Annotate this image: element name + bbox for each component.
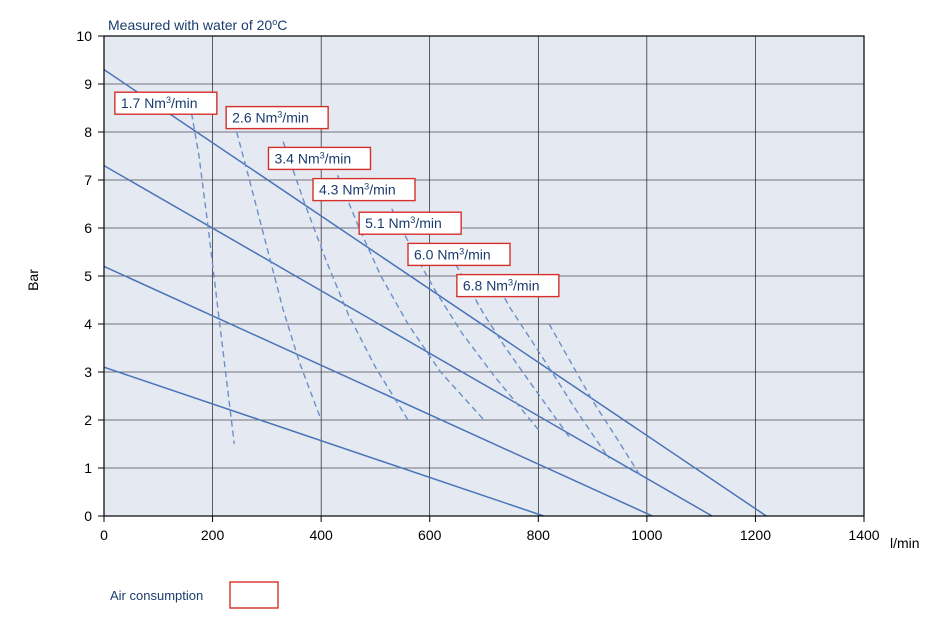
y-tick-label: 5 — [84, 268, 92, 284]
x-tick-label: 1400 — [848, 527, 879, 543]
x-tick-label: 200 — [201, 527, 225, 543]
y-tick-label: 6 — [84, 220, 92, 236]
chart-svg: 0 1 2 3 4 5 6 7 8 9 10 0 200 400 600 800 1000 1200 1400 l/m… — [0, 0, 940, 630]
y-tick-label: 0 — [84, 508, 92, 524]
y-tick-label: 10 — [76, 28, 92, 44]
legend-swatch — [230, 582, 278, 608]
y-tick-label: 7 — [84, 172, 92, 188]
chart-title: Measured with water of 20oC — [108, 17, 287, 33]
x-unit-label: l/min — [890, 535, 920, 551]
annotation-label-2: 3.4 Nm3/min — [274, 150, 351, 166]
annotation-label-0: 1.7 Nm3/min — [121, 95, 198, 111]
x-tick-label: 1000 — [631, 527, 662, 543]
y-tick-label: 9 — [84, 76, 92, 92]
y-axis: 0 1 2 3 4 5 6 7 8 9 10 — [76, 28, 104, 524]
y-axis-label: Bar — [25, 269, 41, 291]
y-tick-label: 4 — [84, 316, 92, 332]
legend-label: Air consumption — [110, 588, 203, 603]
x-tick-label: 400 — [309, 527, 333, 543]
y-tick-label: 3 — [84, 364, 92, 380]
y-tick-label: 8 — [84, 124, 92, 140]
annotation-label-5: 6.0 Nm3/min — [414, 246, 491, 262]
annotation-label-1: 2.6 Nm3/min — [232, 110, 309, 126]
x-tick-label: 800 — [527, 527, 551, 543]
x-axis: 0 200 400 600 800 1000 1200 1400 — [100, 516, 880, 543]
annotation-label-6: 6.8 Nm3/min — [463, 278, 540, 294]
annotation-label-4: 5.1 Nm3/min — [365, 215, 442, 231]
performance-chart: 0 1 2 3 4 5 6 7 8 9 10 0 200 400 600 800 1000 1200 1400 l/m… — [0, 0, 940, 630]
x-tick-label: 0 — [100, 527, 108, 543]
annotation-label-3: 4.3 Nm3/min — [319, 182, 396, 198]
y-tick-label: 2 — [84, 412, 92, 428]
x-tick-label: 600 — [418, 527, 442, 543]
y-tick-label: 1 — [84, 460, 92, 476]
x-tick-label: 1200 — [740, 527, 771, 543]
